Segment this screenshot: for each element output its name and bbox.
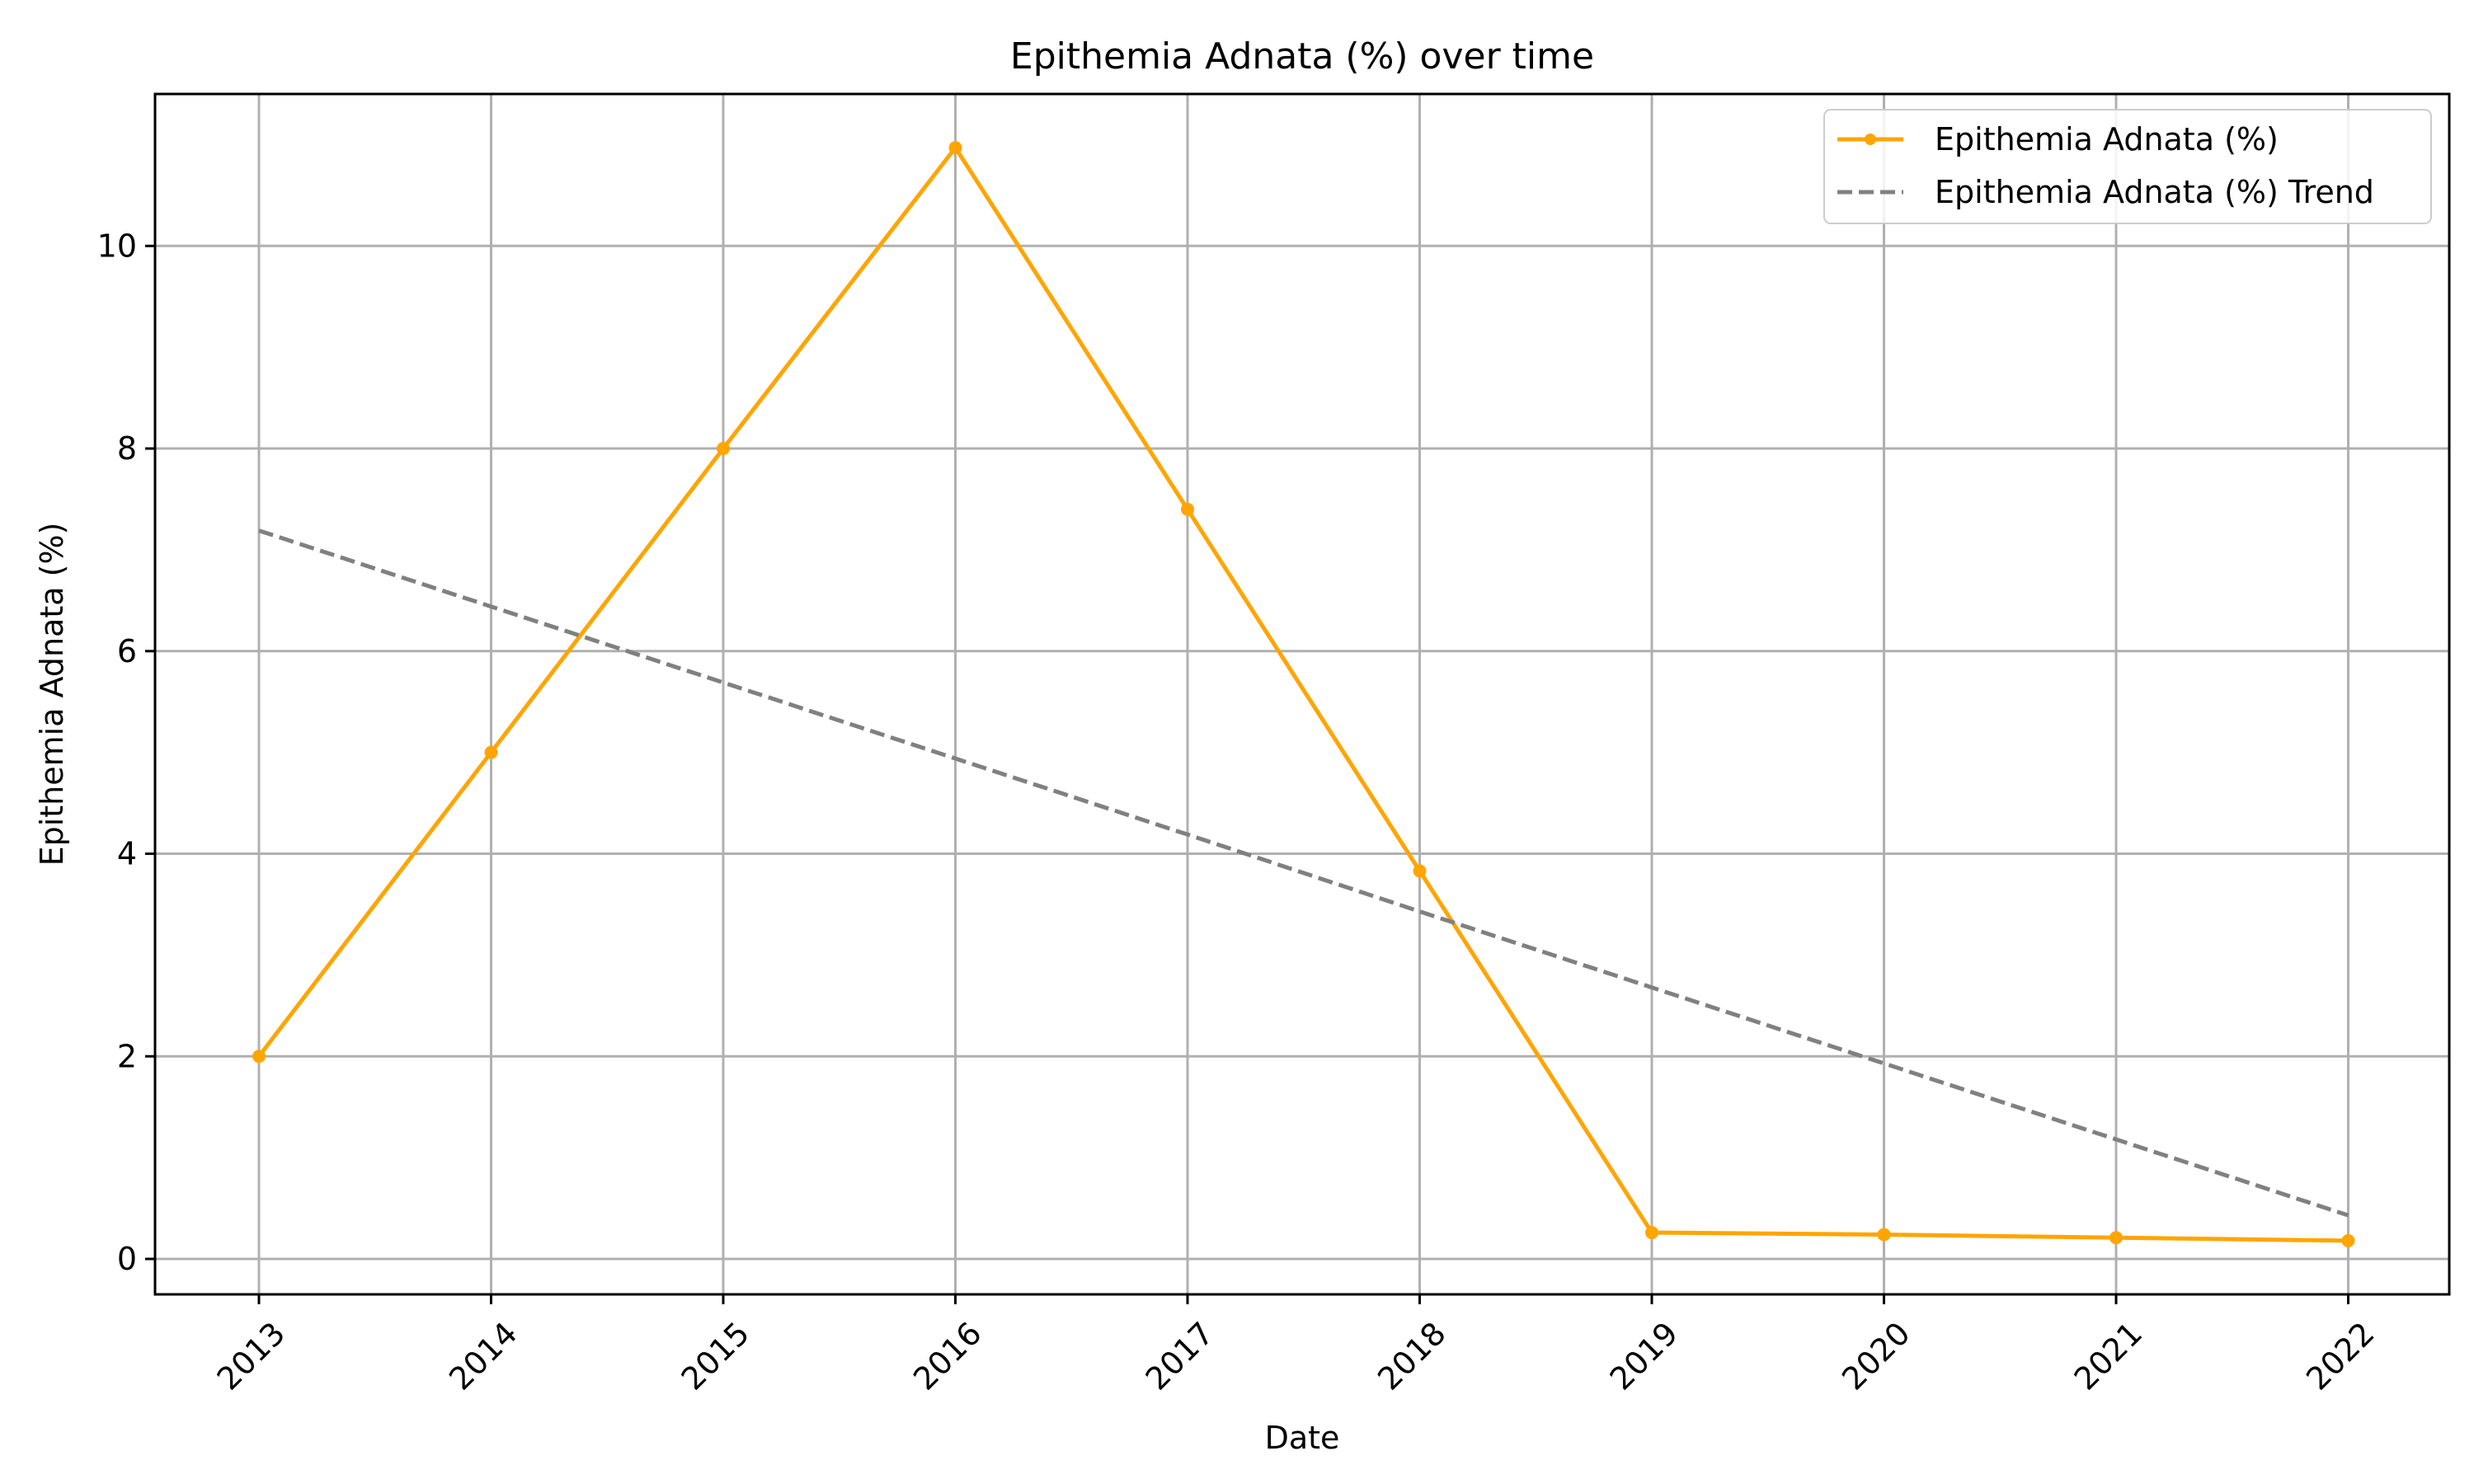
data-point (1413, 864, 1427, 878)
y-tick-label: 0 (117, 1241, 137, 1277)
y-tick-label: 6 (117, 633, 137, 669)
x-tick-label: 2015 (675, 1315, 757, 1397)
y-tick-label: 8 (117, 430, 137, 467)
x-tick-label: 2021 (2067, 1315, 2150, 1397)
grid-lines (155, 94, 2449, 1294)
x-tick-label: 2019 (1603, 1315, 1686, 1397)
x-tick-label: 2022 (2299, 1315, 2382, 1397)
y-tick-label: 2 (117, 1038, 137, 1074)
x-tick-label: 2014 (442, 1315, 524, 1397)
y-tick-label: 10 (97, 228, 137, 264)
series-layer (252, 141, 2355, 1247)
x-tick-label: 2016 (906, 1315, 989, 1397)
data-point (2109, 1231, 2123, 1245)
data-point (1645, 1226, 1658, 1240)
y-tick-label: 4 (117, 836, 137, 872)
plot-frame (153, 92, 2451, 1296)
data-point (948, 141, 962, 155)
axis-ticks: 2013 2014 2015 2016 2017 2018 2019 2020 2021 2022… (97, 228, 2382, 1397)
data-point (252, 1050, 266, 1064)
legend-box (1823, 109, 2432, 224)
data-point (1877, 1228, 1891, 1242)
data-point (717, 442, 730, 456)
data-point (484, 745, 498, 759)
legend-marker-series-1 (1865, 134, 1876, 145)
series-line-2 (258, 528, 2349, 1218)
x-tick-label: 2018 (1371, 1315, 1453, 1397)
x-tick-label: 2020 (1835, 1315, 1917, 1397)
data-point (1181, 502, 1194, 516)
legend-label-series-1: Epithemia Adnata (%) (1935, 121, 2279, 157)
legend-label-series-2: Epithemia Adnata (%) Trend (1935, 174, 2374, 210)
y-axis-label: Epithemia Adnata (%) (34, 523, 70, 866)
data-point (2341, 1233, 2355, 1247)
x-tick-label: 2017 (1139, 1315, 1221, 1397)
chart-title: Epithemia Adnata (%) over time (1010, 35, 1594, 77)
x-tick-label: 2013 (210, 1315, 293, 1397)
legend: Epithemia Adnata (%) Epithemia Adnata (%… (1823, 109, 2432, 224)
series-line-1 (257, 145, 2349, 1243)
x-axis-label: Date (1265, 1420, 1340, 1456)
